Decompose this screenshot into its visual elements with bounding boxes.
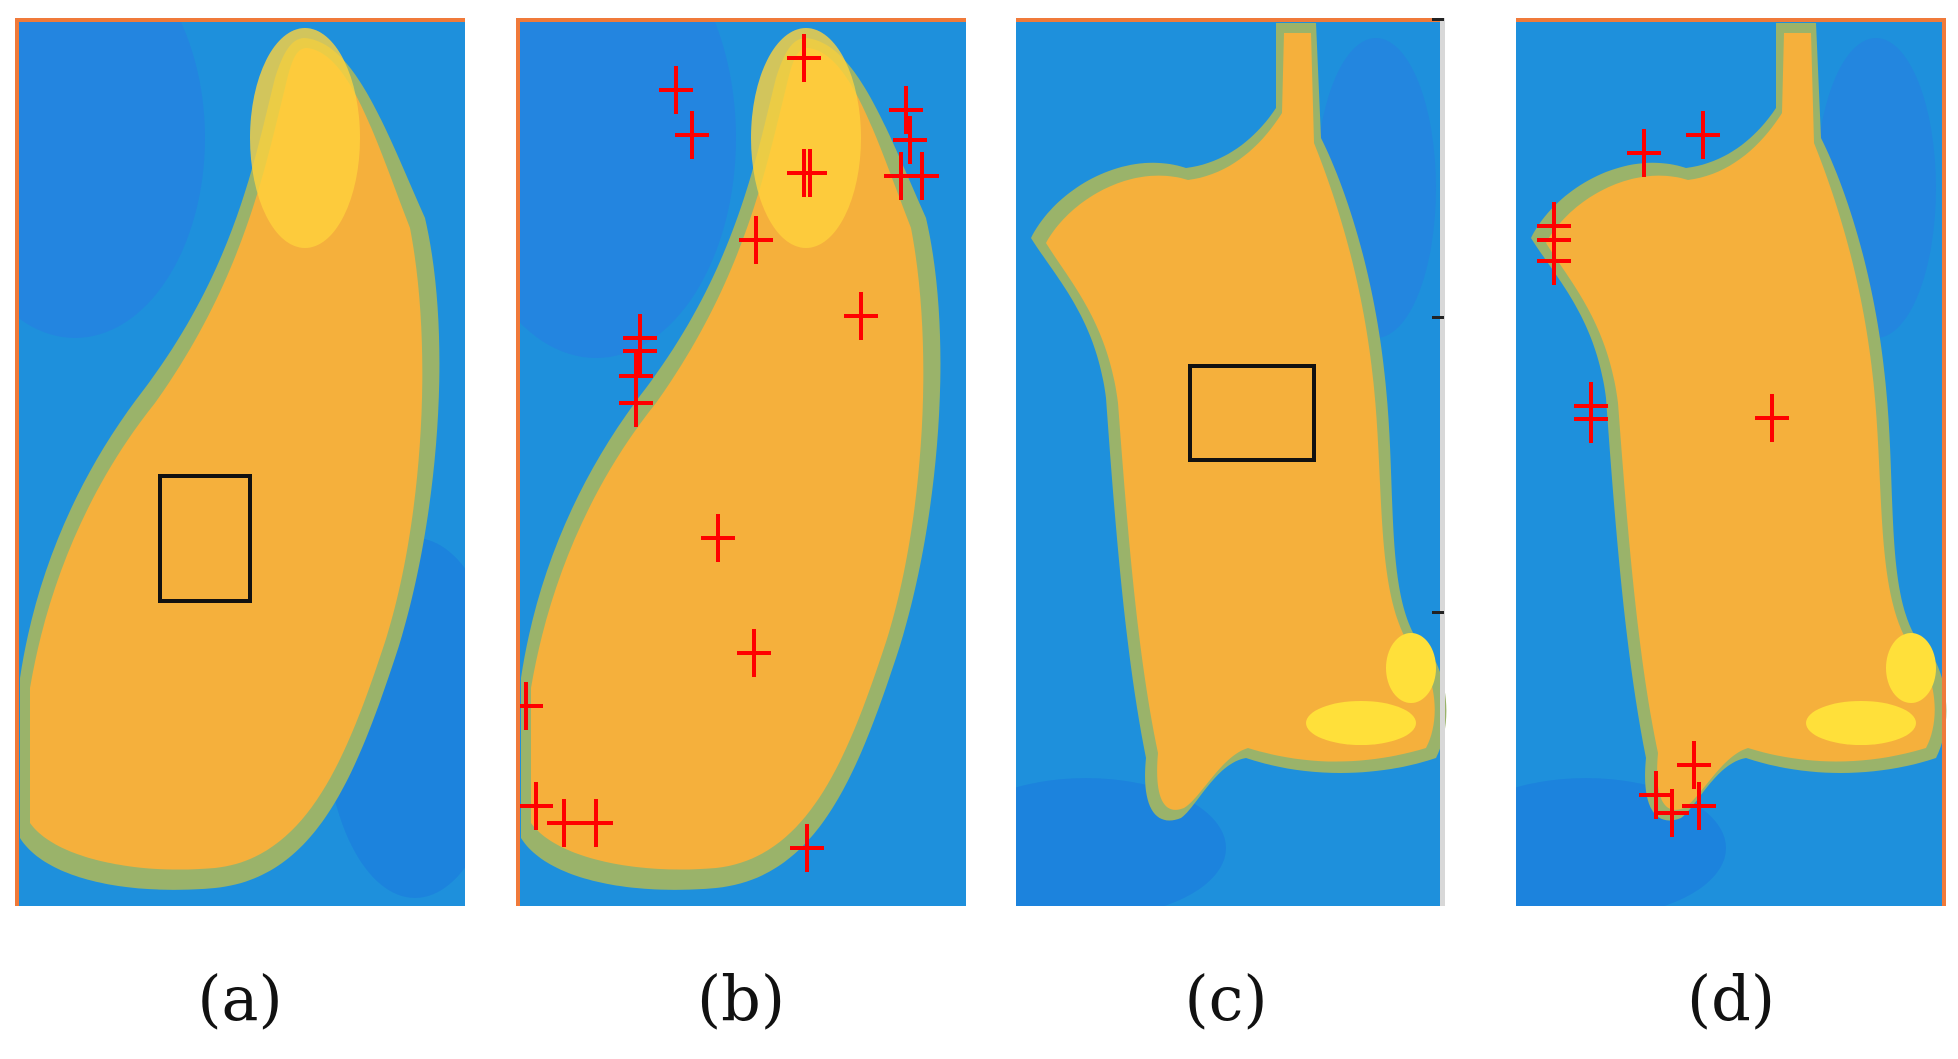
cross-marker <box>1655 789 1689 837</box>
caption-a: (a) <box>197 962 283 1035</box>
cross-marker <box>701 514 735 562</box>
thermal-image-panel-c <box>1016 18 1466 906</box>
cross-marker <box>1537 237 1571 285</box>
cross-marker <box>905 152 939 200</box>
thermal-image-d <box>1516 18 1947 906</box>
cross-marker <box>787 34 821 82</box>
caption-c: (c) <box>1184 962 1268 1035</box>
subject-body <box>531 48 924 870</box>
thermal-image-panel-d <box>1516 18 1958 906</box>
cross-marker <box>1677 741 1711 789</box>
frame-top-edge <box>1016 18 1440 22</box>
cross-marker <box>519 782 553 830</box>
cross-marker <box>793 149 827 197</box>
marker-group <box>1537 111 1789 837</box>
cross-marker <box>675 111 709 159</box>
cross-marker <box>579 799 613 847</box>
cross-marker <box>659 66 693 114</box>
thermal-image-panel-a <box>15 18 465 906</box>
tick-mark <box>1432 18 1444 21</box>
annotation-box <box>1188 364 1316 462</box>
hot-spot <box>1386 633 1436 703</box>
hot-spot <box>1306 701 1416 745</box>
hot-spot <box>1806 701 1916 745</box>
subject-body <box>1046 33 1435 810</box>
hot-spot <box>751 28 861 248</box>
annotation-box <box>158 474 252 603</box>
frame-right-edge <box>1440 18 1445 906</box>
background-dark-region <box>15 18 205 338</box>
frame-top-edge <box>1516 18 1946 22</box>
frame-top-edge <box>15 18 465 22</box>
cross-marker <box>516 682 543 730</box>
frame-left-edge <box>516 18 520 906</box>
hot-spot <box>250 28 360 248</box>
tick-mark <box>1432 316 1444 319</box>
frame-top-edge <box>516 18 966 22</box>
hot-spot <box>1886 633 1936 703</box>
frame-right-edge <box>1942 18 1946 906</box>
cross-marker <box>893 116 927 164</box>
subject-body <box>1546 33 1935 810</box>
cross-marker <box>1574 395 1608 443</box>
tick-mark <box>1432 611 1444 614</box>
background-dark-region <box>516 18 736 358</box>
cross-marker <box>844 292 878 340</box>
cross-marker <box>1686 111 1720 159</box>
thermal-image-b <box>516 18 966 906</box>
caption-d: (d) <box>1686 962 1776 1035</box>
cross-marker <box>1755 394 1789 442</box>
marker-group <box>516 34 939 872</box>
frame-left-edge <box>15 18 19 906</box>
thermal-image-c <box>1016 18 1447 906</box>
cross-marker <box>1627 129 1661 177</box>
cross-marker <box>889 86 923 134</box>
cross-marker <box>737 629 771 677</box>
cross-marker <box>623 327 657 375</box>
cross-marker <box>547 799 581 847</box>
thermal-image-a <box>15 18 465 906</box>
cross-marker <box>739 216 773 264</box>
subject-body <box>30 48 423 870</box>
cross-marker <box>1682 782 1716 830</box>
caption-b: (b) <box>696 962 786 1035</box>
cross-marker <box>790 824 824 872</box>
thermal-image-panel-b <box>516 18 966 906</box>
cross-marker <box>619 379 653 427</box>
